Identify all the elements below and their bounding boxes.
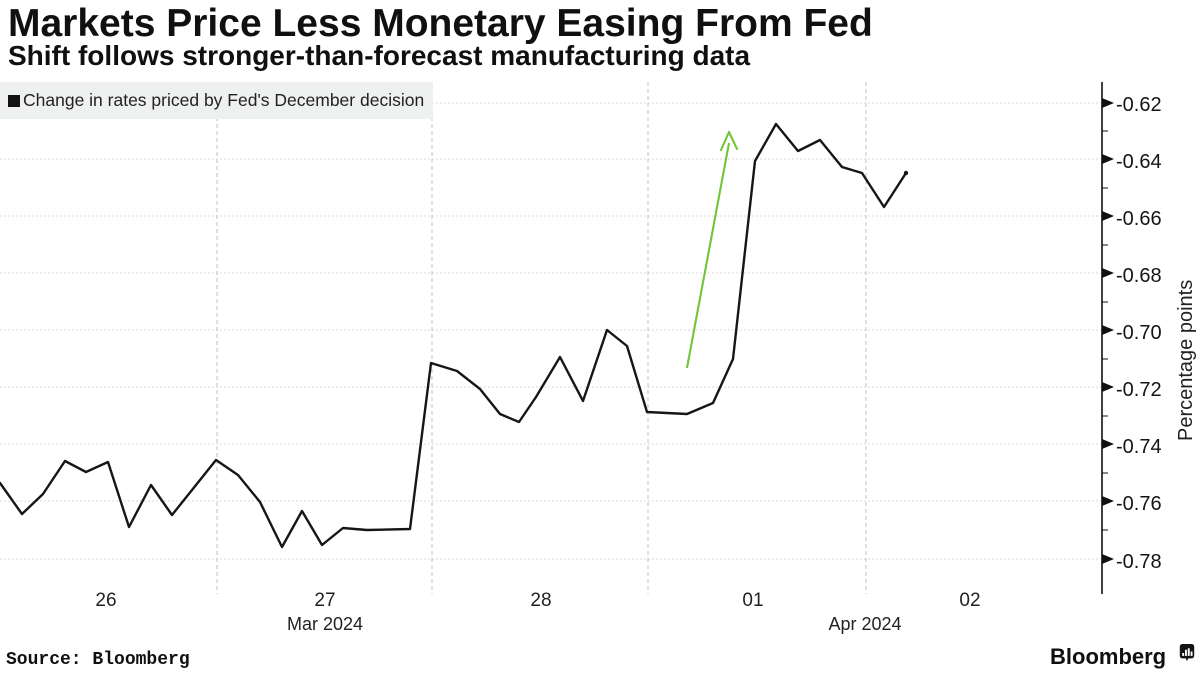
svg-text:28: 28 [530, 590, 551, 611]
svg-text:-0.66: -0.66 [1116, 208, 1162, 230]
svg-text:-0.62: -0.62 [1116, 94, 1162, 116]
svg-text:-0.72: -0.72 [1116, 379, 1162, 401]
svg-text:-0.64: -0.64 [1116, 151, 1162, 173]
svg-text:-0.76: -0.76 [1116, 493, 1162, 515]
svg-text:-0.74: -0.74 [1116, 436, 1162, 458]
svg-text:01: 01 [742, 590, 763, 611]
svg-text:27: 27 [314, 590, 335, 611]
svg-text:Apr 2024: Apr 2024 [828, 614, 901, 634]
svg-text:02: 02 [959, 590, 980, 611]
svg-text:Mar 2024: Mar 2024 [287, 614, 363, 634]
svg-text:-0.70: -0.70 [1116, 322, 1162, 344]
svg-text:26: 26 [95, 590, 116, 611]
svg-text:-0.68: -0.68 [1116, 265, 1162, 287]
svg-text:-0.78: -0.78 [1116, 551, 1162, 573]
